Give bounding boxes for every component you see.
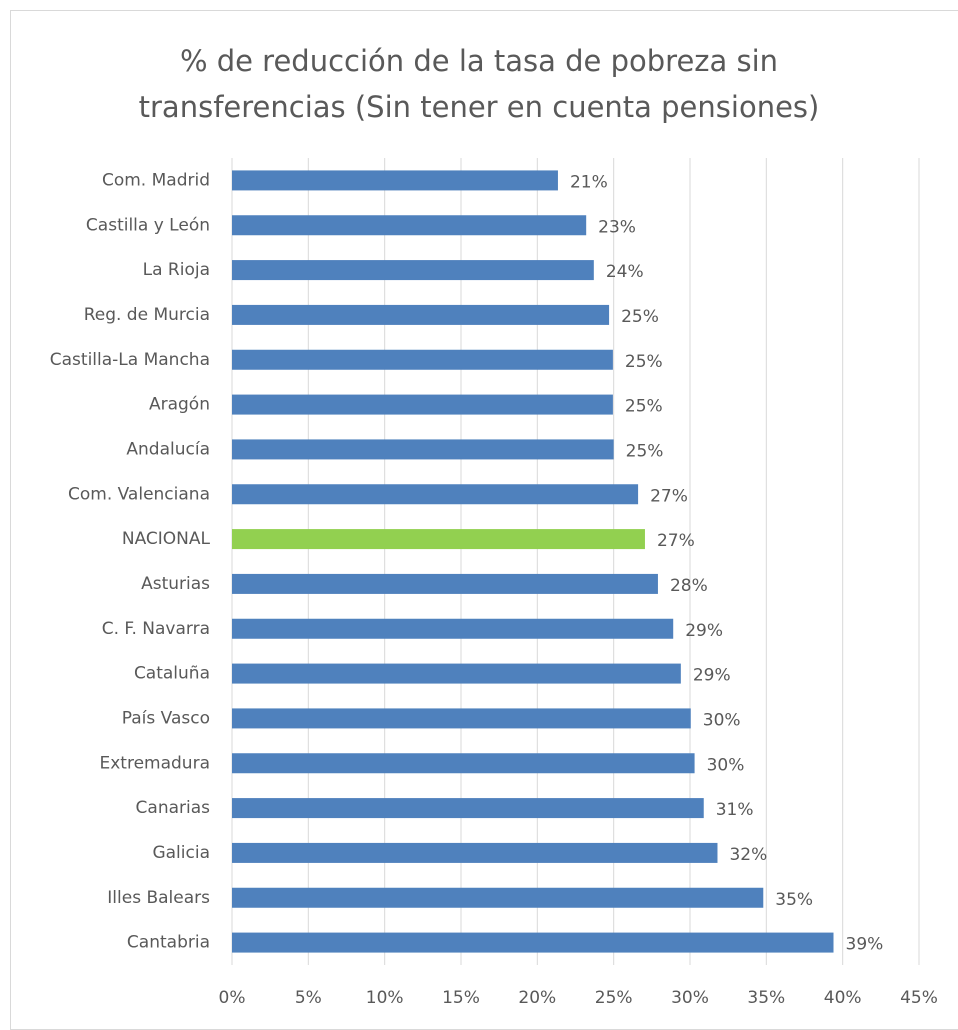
data-label: 30% bbox=[703, 710, 741, 730]
bar bbox=[232, 170, 558, 191]
data-label: 29% bbox=[685, 621, 723, 641]
y-tick-label: País Vasco bbox=[122, 708, 210, 728]
data-label: 25% bbox=[621, 307, 659, 327]
bar bbox=[232, 798, 704, 819]
data-label: 25% bbox=[625, 352, 663, 372]
bar bbox=[232, 887, 764, 908]
bar bbox=[232, 260, 594, 281]
bar bbox=[232, 394, 613, 415]
y-tick-label: Canarias bbox=[136, 798, 211, 818]
bar bbox=[232, 842, 718, 863]
x-tick-label: 15% bbox=[442, 988, 480, 1008]
x-tick-label: 45% bbox=[900, 988, 938, 1008]
chart-title: % de reducción de la tasa de pobreza sin… bbox=[138, 44, 820, 124]
bar bbox=[232, 753, 695, 774]
x-tick-label: 5% bbox=[295, 988, 322, 1008]
y-tick-label: Asturias bbox=[141, 574, 210, 594]
data-label: 31% bbox=[716, 800, 754, 820]
data-label: 25% bbox=[625, 397, 663, 417]
y-tick-label: Cataluña bbox=[134, 664, 210, 684]
bar bbox=[232, 304, 610, 325]
data-label: 25% bbox=[626, 441, 664, 461]
bar bbox=[232, 349, 613, 370]
bar bbox=[232, 663, 681, 684]
bar bbox=[232, 215, 587, 236]
data-label: 32% bbox=[729, 845, 767, 865]
y-tick-label: C. F. Navarra bbox=[102, 619, 210, 639]
y-tick-label: NACIONAL bbox=[122, 529, 211, 549]
y-tick-label: Castilla y León bbox=[86, 215, 210, 235]
bar bbox=[232, 439, 614, 460]
bar bbox=[232, 573, 658, 594]
data-label: 21% bbox=[570, 172, 608, 192]
x-tick-label: 10% bbox=[366, 988, 404, 1008]
y-tick-label: Castilla-La Mancha bbox=[50, 350, 210, 370]
y-tick-label: Galicia bbox=[152, 843, 210, 863]
x-tick-label: 30% bbox=[671, 988, 709, 1008]
data-label: 23% bbox=[598, 217, 636, 237]
bar bbox=[232, 618, 674, 639]
y-tick-label: La Rioja bbox=[143, 260, 210, 280]
x-tick-label: 20% bbox=[518, 988, 556, 1008]
data-label: 29% bbox=[693, 666, 731, 686]
y-tick-label: Aragón bbox=[149, 395, 210, 415]
data-label: 24% bbox=[606, 262, 644, 282]
x-tick-label: 35% bbox=[747, 988, 785, 1008]
data-label: 35% bbox=[775, 890, 813, 910]
data-label: 27% bbox=[657, 531, 695, 551]
x-tick-label: 25% bbox=[595, 988, 633, 1008]
data-label: 27% bbox=[650, 486, 688, 506]
y-tick-label: Andalucía bbox=[126, 439, 210, 459]
bar bbox=[232, 932, 834, 953]
y-tick-label: Com. Madrid bbox=[102, 170, 210, 190]
x-tick-label: 0% bbox=[219, 988, 246, 1008]
data-label: 28% bbox=[670, 576, 708, 596]
y-tick-label: Illes Balears bbox=[107, 888, 210, 908]
x-tick-label: 40% bbox=[824, 988, 862, 1008]
y-tick-label: Extremadura bbox=[100, 753, 211, 773]
data-label: 30% bbox=[707, 755, 745, 775]
y-tick-label: Cantabria bbox=[127, 933, 210, 953]
y-tick-label: Reg. de Murcia bbox=[84, 305, 210, 325]
bar bbox=[232, 484, 639, 505]
y-tick-label: Com. Valenciana bbox=[68, 484, 210, 504]
bar bbox=[232, 529, 645, 550]
data-label: 39% bbox=[846, 935, 884, 955]
bar bbox=[232, 708, 691, 729]
